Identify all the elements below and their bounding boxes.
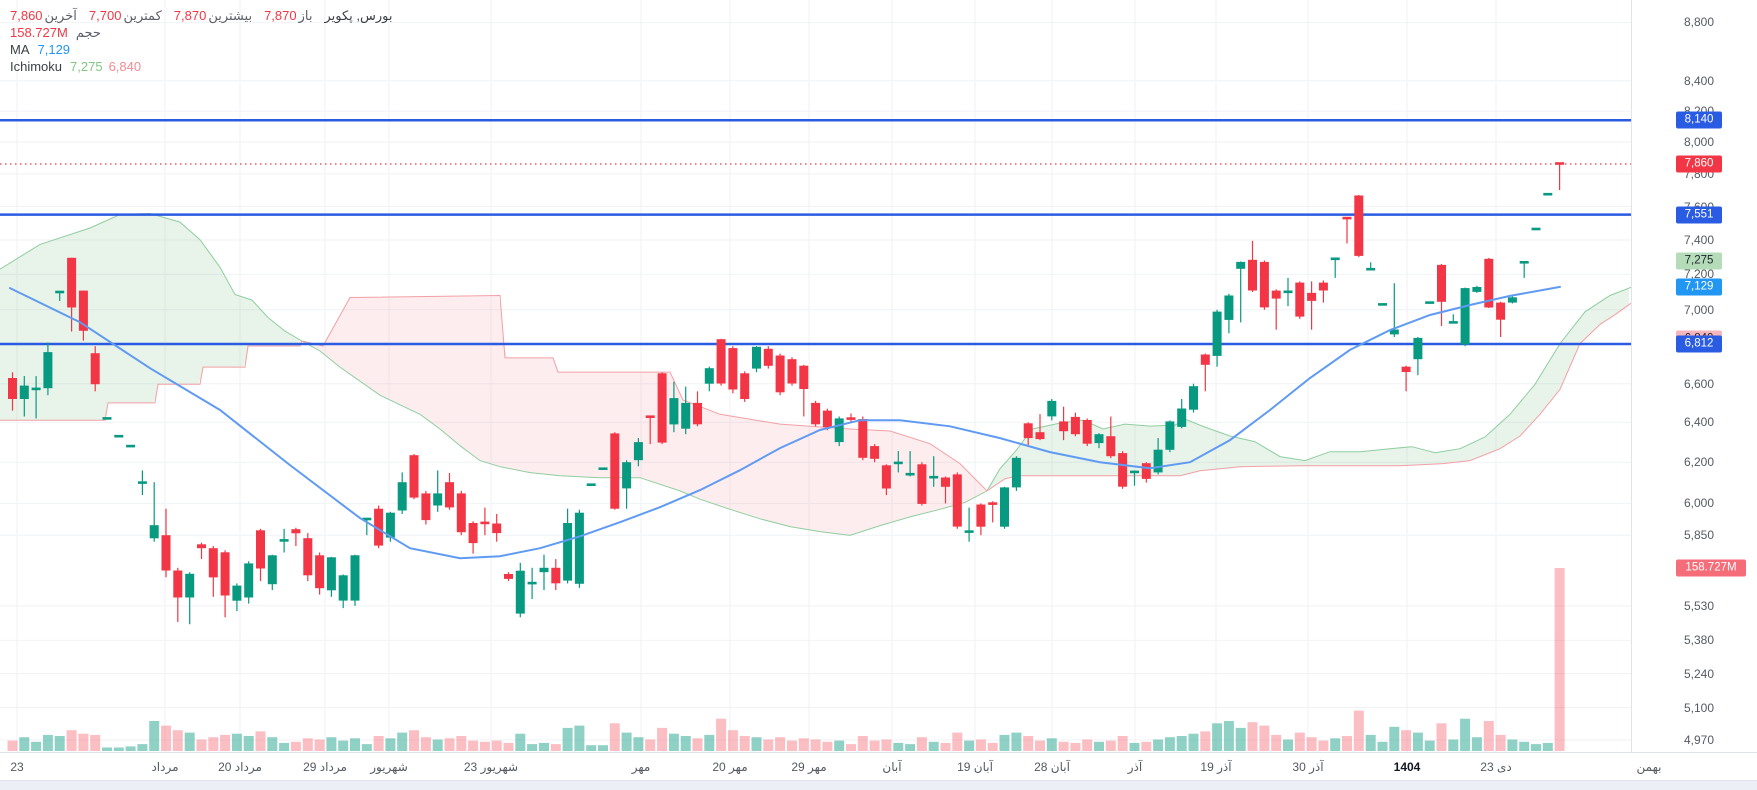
ma-value: 7,129 <box>37 42 71 57</box>
price-tick-5240: 5,240 <box>1684 666 1715 681</box>
volume-value: 158.727M <box>10 25 68 40</box>
legend-field-2: 7,870 بیشترین <box>174 8 252 24</box>
date-tick-809: 29 مهر <box>791 759 827 774</box>
price-badge-8140: 8,140 <box>1676 111 1722 129</box>
legend-ma-row[interactable]: MA 7,129 <box>10 42 392 57</box>
price-tick-8400: 8,400 <box>1684 73 1715 88</box>
price-badge-7860: 7,860 <box>1676 155 1722 173</box>
date-tick-1308: 30 آذر <box>1292 759 1324 774</box>
date-tick-730: 20 مهر <box>712 759 748 774</box>
price-badge-6812: 6,812 <box>1676 335 1722 353</box>
date-tick-17: 23 <box>10 759 24 774</box>
price-tick-8000: 8,000 <box>1684 135 1715 150</box>
date-axis[interactable]: 23 مرداد 20 مرداد 29 مرداد شهریور 23 شهریور مه… <box>0 752 1757 781</box>
symbol-name[interactable]: بورس, پکویر <box>324 7 393 23</box>
legend-field-0: 7,860 آخرین <box>10 8 77 24</box>
price-badge-7275: 7,275 <box>1676 252 1722 270</box>
date-tick-1496: 23 دی <box>1480 759 1512 774</box>
date-tick-1649: بهمن <box>1636 759 1662 774</box>
price-tick-6400: 6,400 <box>1684 415 1715 430</box>
ichimoku-senkou-b-value: 6,840 <box>108 59 142 74</box>
date-tick-1052: 28 آبان <box>1034 759 1070 774</box>
ma-label: MA <box>10 42 30 57</box>
date-tick-491: 23 شهریور <box>463 759 519 774</box>
date-tick-240: 20 مرداد <box>218 759 262 774</box>
price-tick-5380: 5,380 <box>1684 633 1715 648</box>
legend-field-3: 7,870 باز <box>264 8 312 24</box>
price-axis[interactable]: 8,8008,4008,2008,0007,8007,6007,4007,200… <box>1631 0 1757 752</box>
legend-field-1: 7,700 کمترین <box>89 8 162 24</box>
price-badge-7129: 7,129 <box>1676 278 1722 296</box>
legend-field-value: 7,870 <box>173 8 207 23</box>
price-tick-7200: 7,200 <box>1684 267 1715 282</box>
price-tick-4970: 4,970 <box>1684 733 1715 747</box>
date-tick-975: 19 آبان <box>957 759 993 774</box>
date-tick-641: مهر <box>631 759 651 774</box>
date-tick-1135: آذر <box>1127 759 1143 774</box>
candlestick-chart[interactable] <box>0 0 1631 752</box>
price-tick-6600: 6,600 <box>1684 376 1715 391</box>
date-tick-165: مرداد <box>151 759 179 774</box>
legend-field-label: کمترین <box>123 7 162 23</box>
price-tick-7400: 7,400 <box>1684 233 1715 247</box>
legend-field-label: آخرین <box>44 7 77 23</box>
price-badge-158.727M: 158.727M <box>1676 559 1746 577</box>
price-tick-6000: 6,000 <box>1684 496 1715 511</box>
legend-field-value: 7,700 <box>88 8 122 23</box>
chart-legend: 7,860 آخرین 7,700 کمترین 7,870 بیشترین 7,870 با… <box>10 8 392 76</box>
price-tick-7000: 7,000 <box>1684 302 1715 317</box>
legend-field-value: 7,860 <box>10 8 43 23</box>
legend-symbol-row[interactable]: 7,860 آخرین 7,700 کمترین 7,870 بیشترین 7,870 با… <box>10 7 393 24</box>
price-tick-5100: 5,100 <box>1684 700 1715 715</box>
price-tick-8800: 8,800 <box>1684 15 1715 30</box>
legend-volume-row[interactable]: 158.727M حجم <box>10 24 392 41</box>
price-badge-7551: 7,551 <box>1676 206 1722 224</box>
volume-label: حجم <box>75 24 101 40</box>
date-tick-1407: 1404 <box>1393 759 1421 774</box>
price-tick-5850: 5,850 <box>1684 528 1715 543</box>
ichimoku-label: Ichimoku <box>10 59 63 74</box>
price-tick-5530: 5,530 <box>1684 598 1715 613</box>
bottom-panel-strip <box>0 781 1757 790</box>
date-tick-1216: 19 آذر <box>1200 759 1232 774</box>
legend-ichimoku-row[interactable]: Ichimoku 7,275 6,840 <box>10 59 392 74</box>
legend-field-value: 7,870 <box>264 8 297 23</box>
date-tick-389: شهریور <box>370 759 408 774</box>
price-tick-6200: 6,200 <box>1684 455 1715 470</box>
date-tick-892: آبان <box>882 759 902 774</box>
chart-plot-area[interactable]: 7,860 آخرین 7,700 کمترین 7,870 بیشترین 7,870 با… <box>0 0 1631 752</box>
ichimoku-senkou-a-value: 7,275 <box>70 59 103 74</box>
date-tick-325: 29 مرداد <box>303 759 347 774</box>
legend-field-label: باز <box>298 7 313 23</box>
legend-field-label: بیشترین <box>208 7 253 23</box>
